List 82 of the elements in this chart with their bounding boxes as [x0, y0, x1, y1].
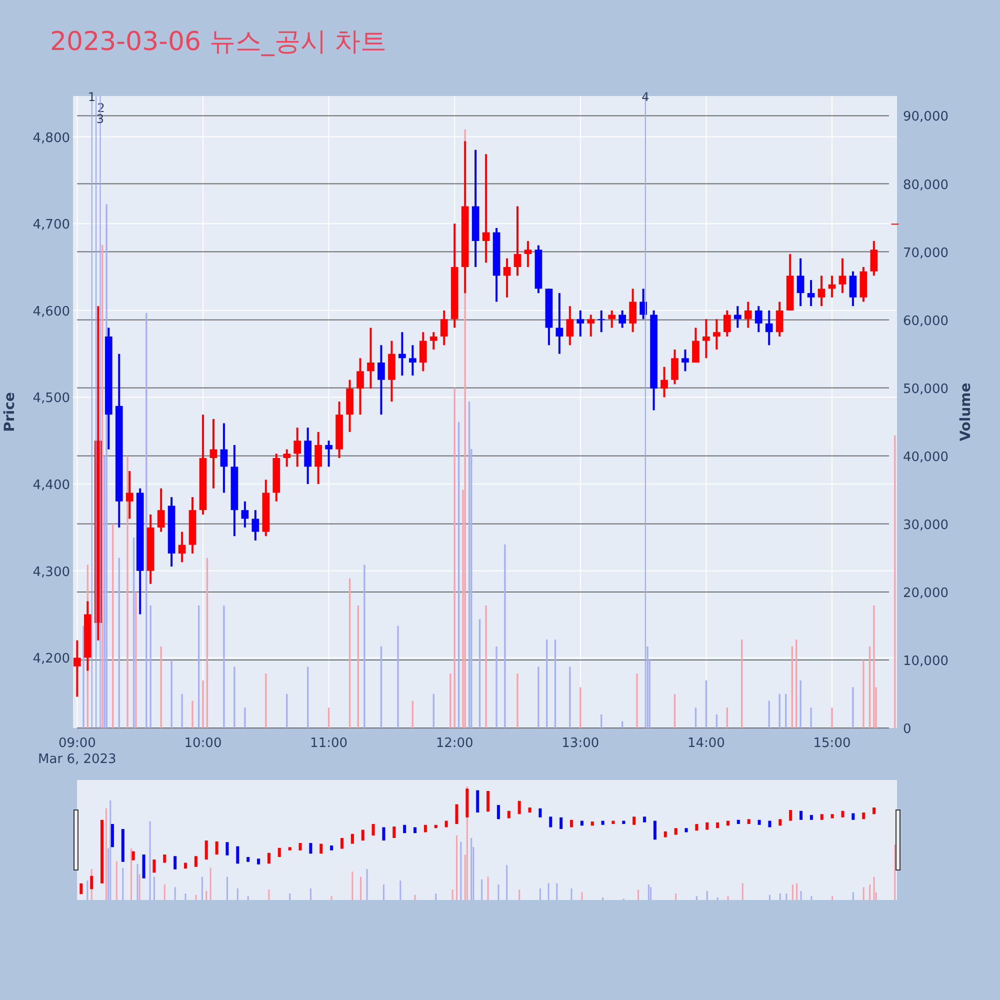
candlestick [682, 348, 689, 372]
x-tick-label: 13:00 [562, 736, 600, 751]
candlestick [430, 331, 438, 350]
candlestick [157, 487, 165, 533]
candlestick [524, 240, 532, 268]
candlestick [419, 331, 427, 372]
candlestick [398, 331, 406, 377]
candlestick [713, 318, 720, 350]
x-tick-label: 10:00 [184, 736, 222, 751]
candlestick [210, 418, 218, 490]
candlestick [241, 500, 249, 528]
candlestick [807, 279, 815, 308]
candlestick [178, 530, 186, 564]
x-tick-label: 12:00 [436, 736, 474, 751]
candlestick [482, 153, 490, 264]
ref-line-label: 3 [96, 112, 104, 126]
candlestick [744, 300, 752, 329]
y2-tick-label: 40,000 [903, 450, 948, 465]
candlestick [765, 309, 773, 346]
candlestick [314, 430, 322, 486]
y2-tick-label: 70,000 [903, 246, 948, 261]
candlestick [440, 309, 448, 346]
y-tick-label: 4,600 [32, 304, 70, 320]
candlestick [724, 309, 731, 338]
y2-tick-label: 30,000 [903, 518, 948, 533]
candlestick [734, 305, 742, 329]
candlestick [74, 639, 81, 698]
candlestick [294, 426, 302, 468]
candlestick [618, 309, 626, 329]
candlestick [378, 344, 385, 416]
ref-line-label: 1 [88, 90, 96, 104]
candlestick [870, 240, 878, 277]
candlestick [776, 300, 784, 338]
candlestick [587, 314, 595, 338]
candlestick [849, 270, 857, 308]
y-tick-label: 4,700 [32, 218, 70, 233]
candlestick [629, 288, 636, 334]
candlestick [660, 366, 668, 398]
candlestick [514, 205, 522, 277]
candlestick [796, 257, 804, 308]
candlestick [408, 344, 416, 377]
x-tick-label: 14:00 [687, 736, 725, 751]
ref-line-label: 4 [642, 90, 650, 104]
candlestick [754, 305, 762, 334]
y2-axis-title: Volume [958, 382, 974, 442]
candlestick [640, 288, 647, 320]
candlestick [692, 326, 700, 364]
y2-tick-label: 80,000 [903, 178, 948, 193]
candlestick [566, 305, 574, 346]
x-tick-label: 11:00 [310, 736, 348, 751]
chart-title: 2023-03-06 뉴스_공시 차트 [50, 27, 387, 57]
candlestick [252, 509, 260, 542]
candlestick [220, 422, 228, 494]
candlestick [356, 357, 364, 416]
y2-tick-label: 60,000 [903, 314, 948, 329]
candlestick [325, 440, 332, 468]
candlestick [818, 274, 826, 308]
candlestick [671, 348, 678, 386]
y2-tick-label: 0 [903, 722, 912, 737]
y-tick-label: 4,800 [32, 130, 70, 146]
y2-tick-label: 50,000 [903, 382, 948, 397]
x-tick-label: 15:00 [813, 736, 851, 751]
candlestick [576, 309, 584, 338]
candlestick [838, 257, 846, 294]
x-tick-label: 09:00 [58, 736, 96, 751]
y-tick-label: 4,300 [32, 564, 70, 580]
candlestick [503, 257, 511, 298]
candlestick [598, 309, 606, 334]
candlestick [367, 326, 374, 390]
y-axis-title: Price [2, 392, 18, 432]
candlestick [283, 448, 291, 468]
text: Mar 6, 2023 [38, 752, 116, 767]
y-tick-label: 4,200 [32, 652, 70, 667]
candlestick [126, 470, 134, 520]
y2-tick-label: 20,000 [903, 586, 948, 601]
candlestick [608, 309, 616, 329]
y2-tick-label: 90,000 [903, 110, 948, 125]
y-tick-label: 4,400 [32, 478, 70, 494]
y2-tick-label: 10,000 [903, 654, 948, 669]
candlestick [556, 292, 564, 355]
candlestick [702, 318, 710, 360]
y-tick-label: 4,500 [32, 391, 70, 406]
